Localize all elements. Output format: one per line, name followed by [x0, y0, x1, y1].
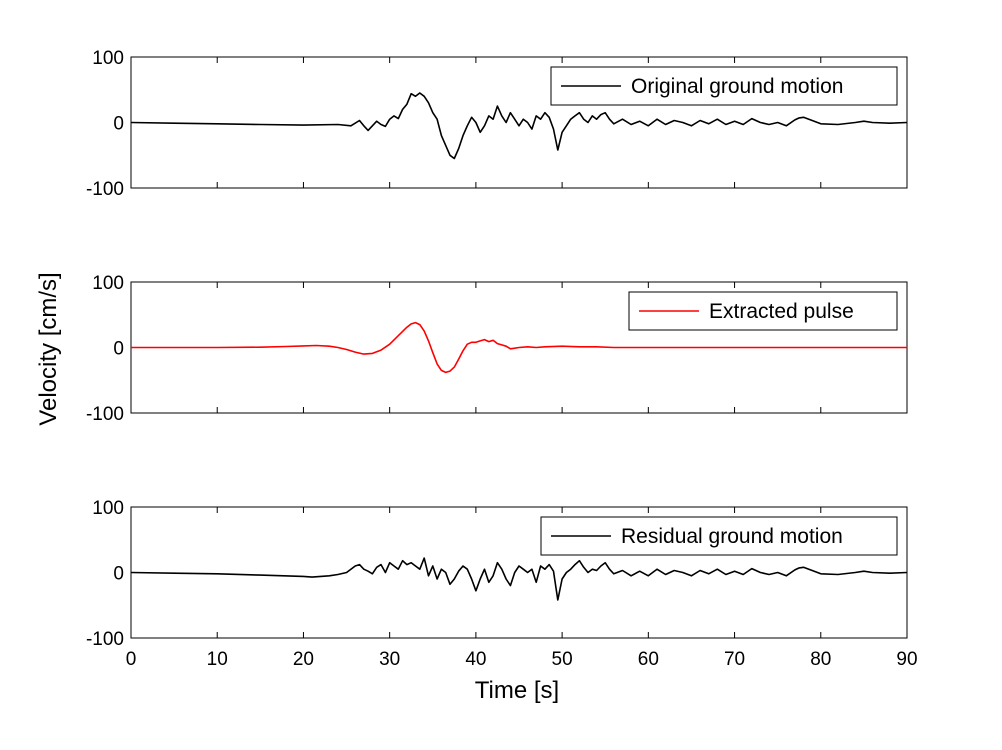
chart-panel-1: -100 0 100 Original ground motion — [86, 48, 908, 200]
x-tick-label: 40 — [465, 649, 486, 670]
legend: Original ground motion — [550, 66, 898, 106]
x-tick-label: 0 — [126, 649, 137, 670]
y-tick-label: -100 — [86, 404, 124, 425]
x-tick-label: 20 — [293, 649, 314, 670]
y-tick-label: -100 — [86, 629, 124, 650]
x-tick-label: 50 — [552, 649, 573, 670]
y-tick-label: 0 — [113, 564, 124, 585]
x-axis-label: Time [s] — [475, 677, 559, 704]
x-tick-label: 60 — [638, 649, 659, 670]
y-tick-label: 100 — [92, 498, 124, 519]
series-line — [130, 92, 908, 160]
y-tick-label: -100 — [86, 179, 124, 200]
x-tick-label: 90 — [896, 649, 917, 670]
legend: Extracted pulse — [628, 291, 898, 331]
x-tick-label: 10 — [207, 649, 228, 670]
legend-label: Residual ground motion — [621, 525, 843, 548]
series-line — [131, 321, 907, 374]
x-tick-label: 30 — [379, 649, 400, 670]
x-tick-label: 80 — [810, 649, 831, 670]
legend-label: Original ground motion — [631, 75, 843, 98]
y-tick-label: 0 — [113, 114, 124, 135]
chart-panel-2: -100 0 100 Extracted pulse — [86, 273, 908, 425]
y-axis-label: Velocity [cm/s] — [35, 272, 62, 425]
legend: Residual ground motion — [540, 516, 898, 556]
series-line — [130, 557, 908, 601]
y-tick-label: 100 — [92, 48, 124, 69]
y-tick-label: 0 — [113, 339, 124, 360]
legend-label: Extracted pulse — [709, 300, 854, 323]
y-tick-label: 100 — [92, 273, 124, 294]
x-tick-label: 70 — [724, 649, 745, 670]
